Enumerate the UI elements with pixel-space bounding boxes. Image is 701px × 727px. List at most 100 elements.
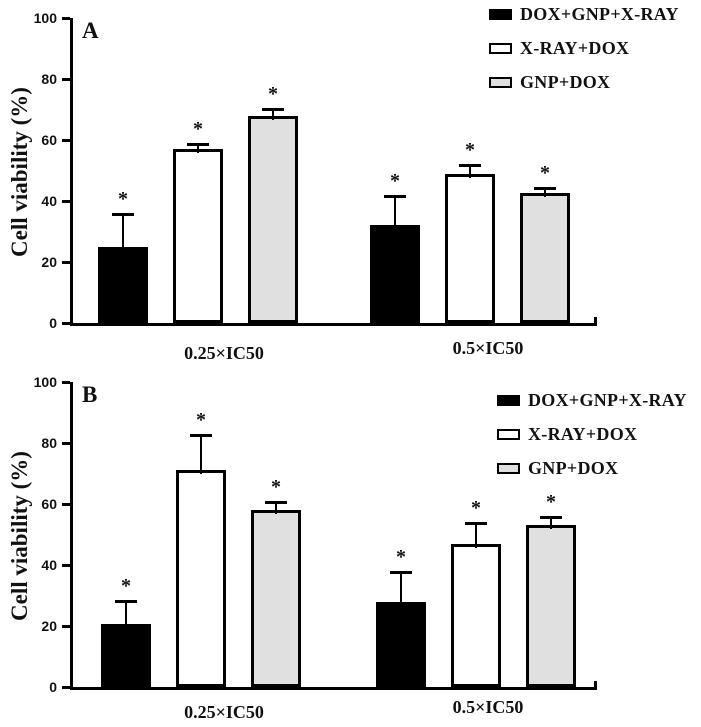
legend-label: DOX+GNP+X-RAY <box>520 4 679 24</box>
error-bar-cap <box>265 501 287 504</box>
y-axis-tick-label: 0 <box>49 315 57 331</box>
significance-asterisk: * <box>196 408 206 431</box>
y-axis-tick-label: 40 <box>41 193 57 209</box>
y-axis-tick <box>62 563 70 567</box>
significance-asterisk: * <box>390 169 400 192</box>
white-swatch-icon <box>489 43 512 54</box>
significance-asterisk: * <box>546 491 556 514</box>
y-axis-tick-label: 80 <box>41 435 57 451</box>
bar-dox-gnp-x-ray <box>376 601 426 687</box>
legend-item-dox-gnp-xray: DOX+GNP+X-RAY <box>497 390 687 411</box>
error-bar-line <box>400 574 402 606</box>
y-axis-label-a: Cell viability (%) <box>7 87 32 257</box>
y-axis-tick <box>62 199 70 203</box>
error-bar-line <box>200 436 202 475</box>
significance-asterisk: * <box>118 188 128 211</box>
significance-asterisk: * <box>471 497 481 520</box>
plot-area-a: A 0 20 40 60 80 100 * * * * * * 0.25×IC50 0.5×IC50 <box>34 10 597 363</box>
y-axis-tick-label: 100 <box>33 374 57 390</box>
error-bar-cap <box>262 108 284 112</box>
error-bar-cap <box>190 433 212 437</box>
white-swatch-icon <box>497 429 520 440</box>
bar-dox-gnp-x-ray <box>370 225 420 323</box>
y-axis-tick <box>62 138 70 142</box>
y-axis-tick <box>62 260 70 264</box>
error-bar-cap <box>534 187 556 191</box>
x-category-label: 0.25×IC50 <box>184 702 264 722</box>
error-bar-cap <box>540 516 562 520</box>
significance-asterisk: * <box>396 546 406 569</box>
legend-label: X-RAY+DOX <box>528 424 638 444</box>
bar-gnp-dox <box>520 193 570 323</box>
error-bar-cap <box>115 600 137 604</box>
legend-item-gnp-dox: GNP+DOX <box>497 458 687 479</box>
y-axis-tick-label: 0 <box>49 679 57 695</box>
bar-gnp-dox <box>248 115 298 323</box>
legend-item-xray-dox: X-RAY+DOX <box>489 38 679 59</box>
legend-b: DOX+GNP+X-RAY X-RAY+DOX GNP+DOX <box>497 390 687 479</box>
legend-item-gnp-dox: GNP+DOX <box>489 72 679 93</box>
error-bar-line <box>394 197 396 230</box>
panel-letter-b: B <box>82 382 98 407</box>
legend-label: GNP+DOX <box>520 72 611 92</box>
legend-a: DOX+GNP+X-RAY X-RAY+DOX GNP+DOX <box>489 4 679 93</box>
y-axis-tick-label: 20 <box>41 618 57 634</box>
bar-x-ray-dox <box>451 543 501 687</box>
y-axis-tick <box>62 380 70 384</box>
black-swatch-icon <box>489 9 512 20</box>
bar-gnp-dox <box>526 525 576 687</box>
legend-item-xray-dox: X-RAY+DOX <box>497 424 687 445</box>
black-swatch-icon <box>497 395 520 406</box>
error-bar-cap <box>459 164 481 168</box>
x-category-label: 0.5×IC50 <box>452 697 524 717</box>
x-axis-end-tick-b <box>594 681 597 690</box>
legend-label: DOX+GNP+X-RAY <box>528 390 687 410</box>
bar-x-ray-dox <box>173 149 223 323</box>
significance-asterisk: * <box>465 139 475 162</box>
y-axis-tick <box>62 441 70 445</box>
error-bar-line <box>275 504 277 515</box>
error-bar-line <box>544 190 546 198</box>
significance-asterisk: * <box>540 162 550 185</box>
y-axis-tick-label: 60 <box>41 132 57 148</box>
x-axis-end-tick-a <box>594 317 597 326</box>
error-bar-line <box>272 111 274 120</box>
error-bar-line <box>197 146 199 154</box>
error-bar-cap <box>390 571 412 575</box>
y-axis-tick <box>62 685 70 689</box>
y-axis-tick-label: 20 <box>41 254 57 270</box>
error-bar-cap <box>187 143 209 147</box>
bar-gnp-dox <box>251 510 301 687</box>
y-axis-tick <box>62 16 70 20</box>
significance-asterisk: * <box>268 83 278 106</box>
error-bar-cap <box>465 522 487 526</box>
y-axis-tick-label: 60 <box>41 496 57 512</box>
error-bar-cap <box>112 213 134 217</box>
y-axis-tick-label: 80 <box>41 71 57 87</box>
y-axis-tick <box>62 502 70 506</box>
y-axis-tick-label: 40 <box>41 557 57 573</box>
legend-item-dox-gnp-xray: DOX+GNP+X-RAY <box>489 4 679 25</box>
y-axis-label-b: Cell viability (%) <box>7 451 32 621</box>
bar-dox-gnp-x-ray <box>98 246 148 323</box>
bar-dox-gnp-x-ray <box>101 624 151 687</box>
error-bar-line <box>475 525 477 548</box>
plot-area-b: B 0 20 40 60 80 100 * * * * * * 0.25×IC50 0.5×IC50 <box>34 374 597 722</box>
error-bar-line <box>122 216 124 251</box>
y-axis-tick <box>62 77 70 81</box>
legend-label: GNP+DOX <box>528 458 619 478</box>
error-bar-cap <box>384 194 406 198</box>
gray-swatch-icon <box>489 77 512 88</box>
y-axis-tick-label: 100 <box>33 10 57 26</box>
significance-asterisk: * <box>271 476 281 498</box>
panel-letter-a: A <box>82 18 99 43</box>
y-axis-tick <box>62 624 70 628</box>
bar-x-ray-dox <box>445 173 495 323</box>
significance-asterisk: * <box>121 575 131 598</box>
significance-asterisk: * <box>193 118 203 141</box>
error-bar-line <box>125 603 127 629</box>
x-category-label: 0.5×IC50 <box>452 338 524 358</box>
gray-swatch-icon <box>497 463 520 474</box>
error-bar-line <box>469 167 471 178</box>
